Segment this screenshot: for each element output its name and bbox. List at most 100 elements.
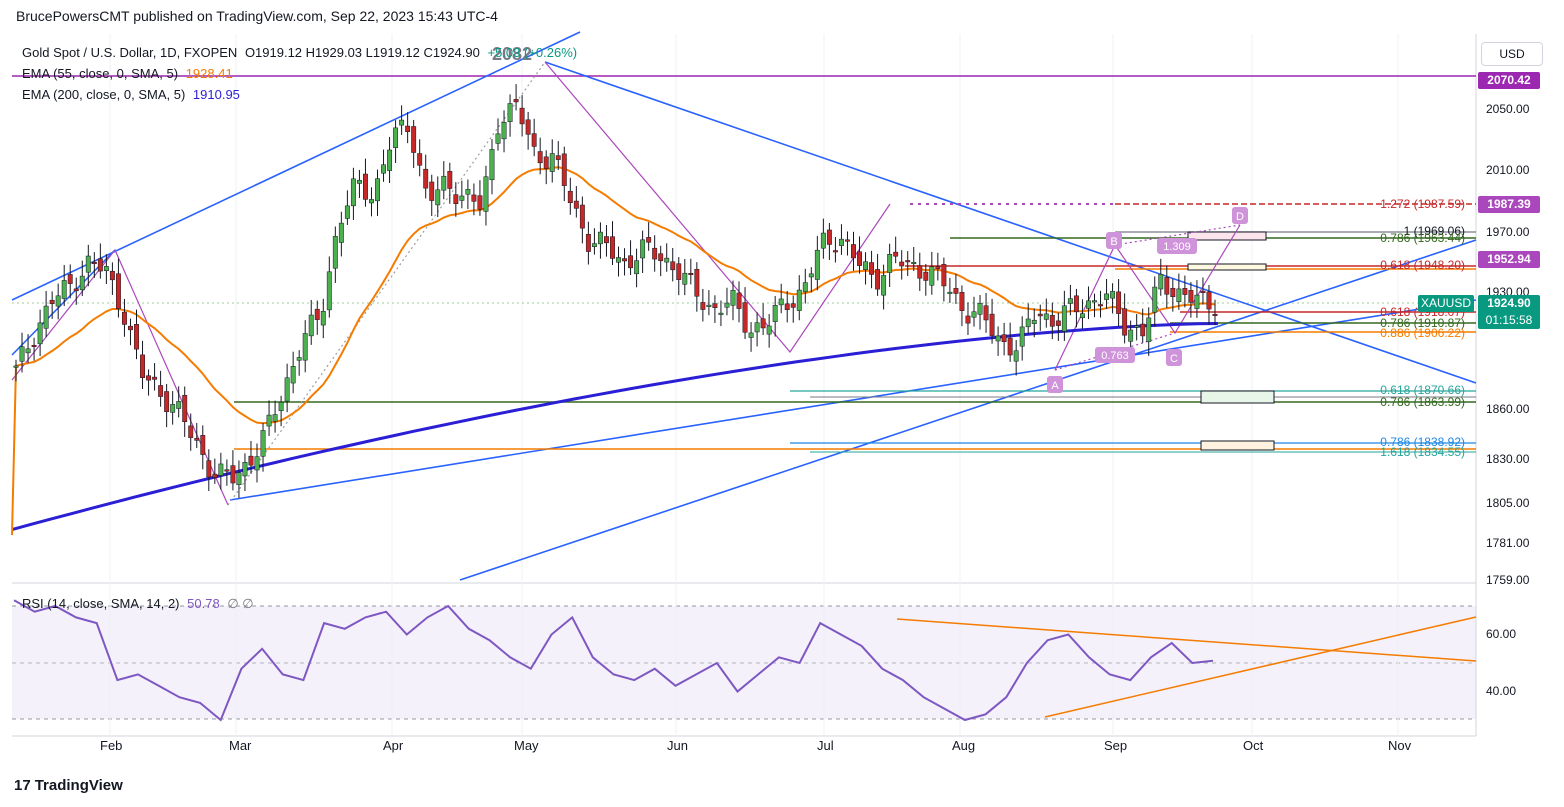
rsi-legend[interactable]: RSI (14, close, SMA, 14, 2) 50.78 ∅ ∅ [22,596,258,612]
candle-body [308,314,314,337]
candle-body [230,465,236,484]
candle-body [585,234,591,252]
point-c: C [1170,353,1178,365]
ema200-value: 1910.95 [192,87,240,102]
candle-body [122,311,127,325]
candle-body [1206,291,1212,310]
candle-body [754,322,760,333]
ema55-line [11,166,1216,536]
candle-body [507,103,513,122]
candle-body [19,346,25,362]
candle-body [85,255,91,273]
candle-body [31,344,37,347]
candle-body [694,269,700,297]
candle-body [851,244,856,259]
candle-body [1182,288,1188,295]
tag-high: 2070.42 [1478,72,1540,89]
candle-body [965,315,971,324]
candle-body [1164,277,1170,295]
price-tick: 1805.00 [1486,496,1530,510]
candle-body [134,324,139,350]
candle-body [218,463,224,476]
price-tick: 1970.00 [1486,225,1530,239]
candle-body [706,304,712,307]
candle-body [381,164,386,174]
candle-body [838,238,844,246]
candle-body [363,173,368,200]
candle-body [730,289,736,306]
ratio-ab: 0.763 [1101,350,1129,362]
candle-body [959,292,965,311]
candle-body [471,194,477,202]
candle-body [905,260,911,263]
candle-body [405,125,411,132]
candle-body [604,236,609,244]
fib-label-786: 0.786 (1963.44) [1380,231,1465,245]
candle-body [646,237,652,243]
rsi-tick: 60.00 [1486,627,1517,641]
ema55-legend[interactable]: EMA (55, close, 0, SMA, 5) 1928.41 [22,66,237,81]
tag-last-price: 1924.90 01:15:58 [1478,295,1540,329]
candle-body [37,322,43,345]
symbol-legend[interactable]: Gold Spot / U.S. Dollar, 1D, FXOPEN O191… [22,45,581,60]
candle-body [682,272,688,285]
candle-body [1098,304,1103,307]
candle-body [917,265,923,279]
candle-body [1013,350,1019,362]
candle-body [1067,298,1073,304]
candle-body [302,333,308,361]
candle-body [953,288,959,294]
candle-body [724,302,730,308]
candle-body [567,190,573,203]
candle-body [525,119,531,135]
rsi-line [13,599,1214,722]
currency-button[interactable]: USD [1481,42,1543,66]
symbol-name: Gold Spot / U.S. Dollar, 1D, FXOPEN [22,45,238,60]
candle-body [1049,315,1055,327]
candle-body [1152,286,1158,313]
candle-body [784,303,790,310]
ratio-ab-badge [1095,347,1135,363]
candle-body [820,232,826,249]
zone-box-2 [1200,440,1275,451]
candle-body [182,394,188,423]
candle-body [790,303,796,308]
tv-logo-icon: 17 [14,777,31,794]
fib-label-786-low: 0.786 (1910.87) [1380,316,1465,330]
candle-body [1200,290,1206,293]
time-tick: Sep [1104,738,1128,753]
candle-body [344,205,350,219]
candle-body [453,194,459,204]
descending-trendline [544,61,1477,384]
candle-body [658,253,664,262]
tradingview-logo[interactable]: 17 TradingView [14,777,123,794]
candle-body [278,401,284,411]
candle-body [911,261,917,264]
candle-body [188,425,194,438]
price-tick: 2050.00 [1486,102,1530,116]
candle-body [929,266,935,286]
candle-body [766,325,772,335]
candle-body [736,292,742,309]
rsi-resistance [896,618,1477,662]
candle-body [164,391,170,412]
time-tick: Nov [1388,738,1412,753]
ema200-legend[interactable]: EMA (200, close, 0, SMA, 5) 1910.95 [22,87,244,102]
price-tick: 2010.00 [1486,163,1530,177]
candle-body [43,305,49,329]
candle-body [718,312,724,315]
candle-body [248,455,254,466]
point-b-badge [1106,232,1122,249]
fib-label-886: 0.886 (1906.22) [1380,326,1465,340]
candle-body [483,176,489,212]
candle-body [670,261,676,271]
candle-body [423,168,429,189]
candle-body [555,155,561,160]
candle-body [826,229,832,245]
candle-body [109,270,115,281]
candle-body [796,289,802,311]
candle-body [923,271,929,281]
candle-body [977,303,983,315]
ema200-label: EMA (200, close, 0, SMA, 5) [22,87,186,102]
